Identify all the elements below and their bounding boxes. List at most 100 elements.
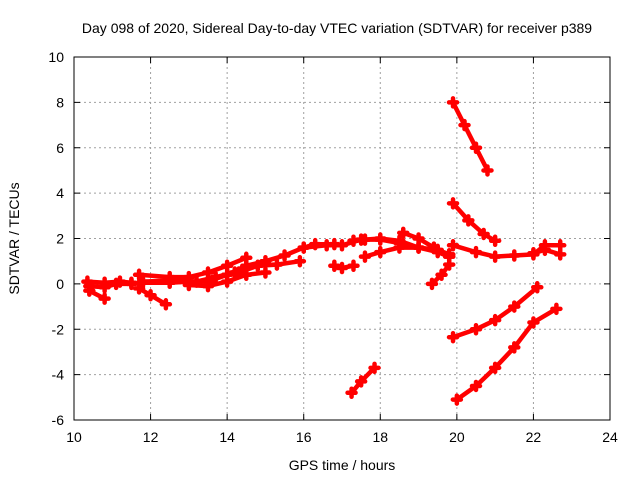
data-point <box>527 246 540 260</box>
data-point <box>259 266 272 279</box>
plot-frame <box>73 56 611 421</box>
data-point <box>132 268 146 282</box>
data-point <box>442 258 456 271</box>
x-axis-label: GPS time / hours <box>289 457 396 473</box>
data-point <box>427 241 441 254</box>
series-track-15 <box>425 258 456 291</box>
data-point <box>368 361 381 375</box>
series-track-17 <box>446 96 494 177</box>
data-point <box>98 281 111 294</box>
series-line <box>401 230 452 259</box>
data-point <box>397 226 410 240</box>
data-point <box>374 232 387 245</box>
data-point <box>488 313 502 327</box>
series-track-22 <box>450 302 563 406</box>
x-tick-label: 10 <box>66 429 82 445</box>
y-tick-label: 2 <box>56 231 64 247</box>
data-point <box>83 284 96 297</box>
series-track-20 <box>527 243 567 261</box>
data-point <box>527 316 540 329</box>
data-point <box>358 233 372 246</box>
data-point <box>109 277 123 291</box>
series-line <box>450 201 498 244</box>
data-point <box>446 239 460 252</box>
data-point <box>293 254 307 268</box>
y-tick-label: -2 <box>52 321 65 337</box>
y-axis-label: SDTVAR / TECUs <box>6 182 22 294</box>
data-point <box>335 261 349 275</box>
data-point <box>393 241 406 254</box>
y-tick-label: -4 <box>52 367 65 383</box>
y-tick-label: 10 <box>48 49 64 65</box>
series-track-4 <box>132 282 173 311</box>
series-line <box>87 281 134 290</box>
data-point <box>450 393 464 406</box>
data-point <box>201 266 215 279</box>
data-point <box>477 227 490 241</box>
data-point <box>425 277 439 291</box>
series-track-3 <box>83 284 111 305</box>
series-track-11 <box>328 259 360 275</box>
x-tick-labels: 10 12 14 16 18 20 22 24 <box>66 429 618 445</box>
series-track-8 <box>182 266 272 293</box>
data-point <box>182 278 196 292</box>
data-point <box>354 375 368 388</box>
data-point <box>469 245 483 259</box>
data-point <box>144 288 157 302</box>
data-point <box>201 279 215 293</box>
data-point <box>508 300 521 313</box>
data-point <box>462 214 475 227</box>
data-point <box>412 241 425 254</box>
series-line <box>450 100 490 173</box>
data-point <box>446 197 460 210</box>
data-point <box>412 232 425 245</box>
data-point <box>278 249 291 262</box>
y-tick-label: -6 <box>52 412 65 428</box>
data-point <box>347 259 360 272</box>
data-point <box>435 268 448 282</box>
y-tick-label: 4 <box>56 185 64 201</box>
data-point <box>538 243 552 257</box>
series-line <box>454 306 559 402</box>
data-point <box>553 248 567 261</box>
x-tick-label: 12 <box>143 429 159 445</box>
series-line <box>236 258 303 275</box>
series-track-16 <box>345 361 381 400</box>
data-point <box>358 250 372 263</box>
data-point <box>347 234 360 248</box>
data-point <box>481 164 494 177</box>
data-point <box>508 249 521 262</box>
data-point <box>345 386 358 400</box>
data-point <box>488 234 502 248</box>
series-track-18 <box>446 197 502 248</box>
data-point <box>220 275 234 288</box>
data-point <box>446 330 460 344</box>
chart-title: Day 098 of 2020, Sidereal Day-to-day VTE… <box>82 20 592 36</box>
data-point <box>531 281 544 294</box>
data-point <box>550 302 563 316</box>
data-point <box>469 323 483 336</box>
data-point <box>159 298 173 311</box>
data-point <box>270 258 284 271</box>
data-point <box>297 241 310 254</box>
data-point <box>488 250 502 263</box>
data-point <box>374 245 387 259</box>
y-tick-label: 8 <box>56 94 64 110</box>
data-point <box>469 379 483 393</box>
y-tick-labels: -6 -4 -2 0 2 4 6 8 10 <box>48 49 64 428</box>
data-point <box>508 341 521 354</box>
data-point <box>446 96 460 109</box>
y-tick-label: 0 <box>56 276 64 292</box>
x-tick-label: 24 <box>602 429 618 445</box>
series-track-9 <box>232 254 307 279</box>
data-point <box>163 276 176 289</box>
data-point <box>469 141 483 154</box>
x-tick-label: 18 <box>372 429 388 445</box>
series-track-21 <box>446 281 544 344</box>
data-point <box>232 266 245 279</box>
data-point <box>251 259 265 272</box>
y-tick-label: 6 <box>56 140 64 156</box>
x-tick-label: 16 <box>296 429 312 445</box>
data-point <box>335 239 349 252</box>
